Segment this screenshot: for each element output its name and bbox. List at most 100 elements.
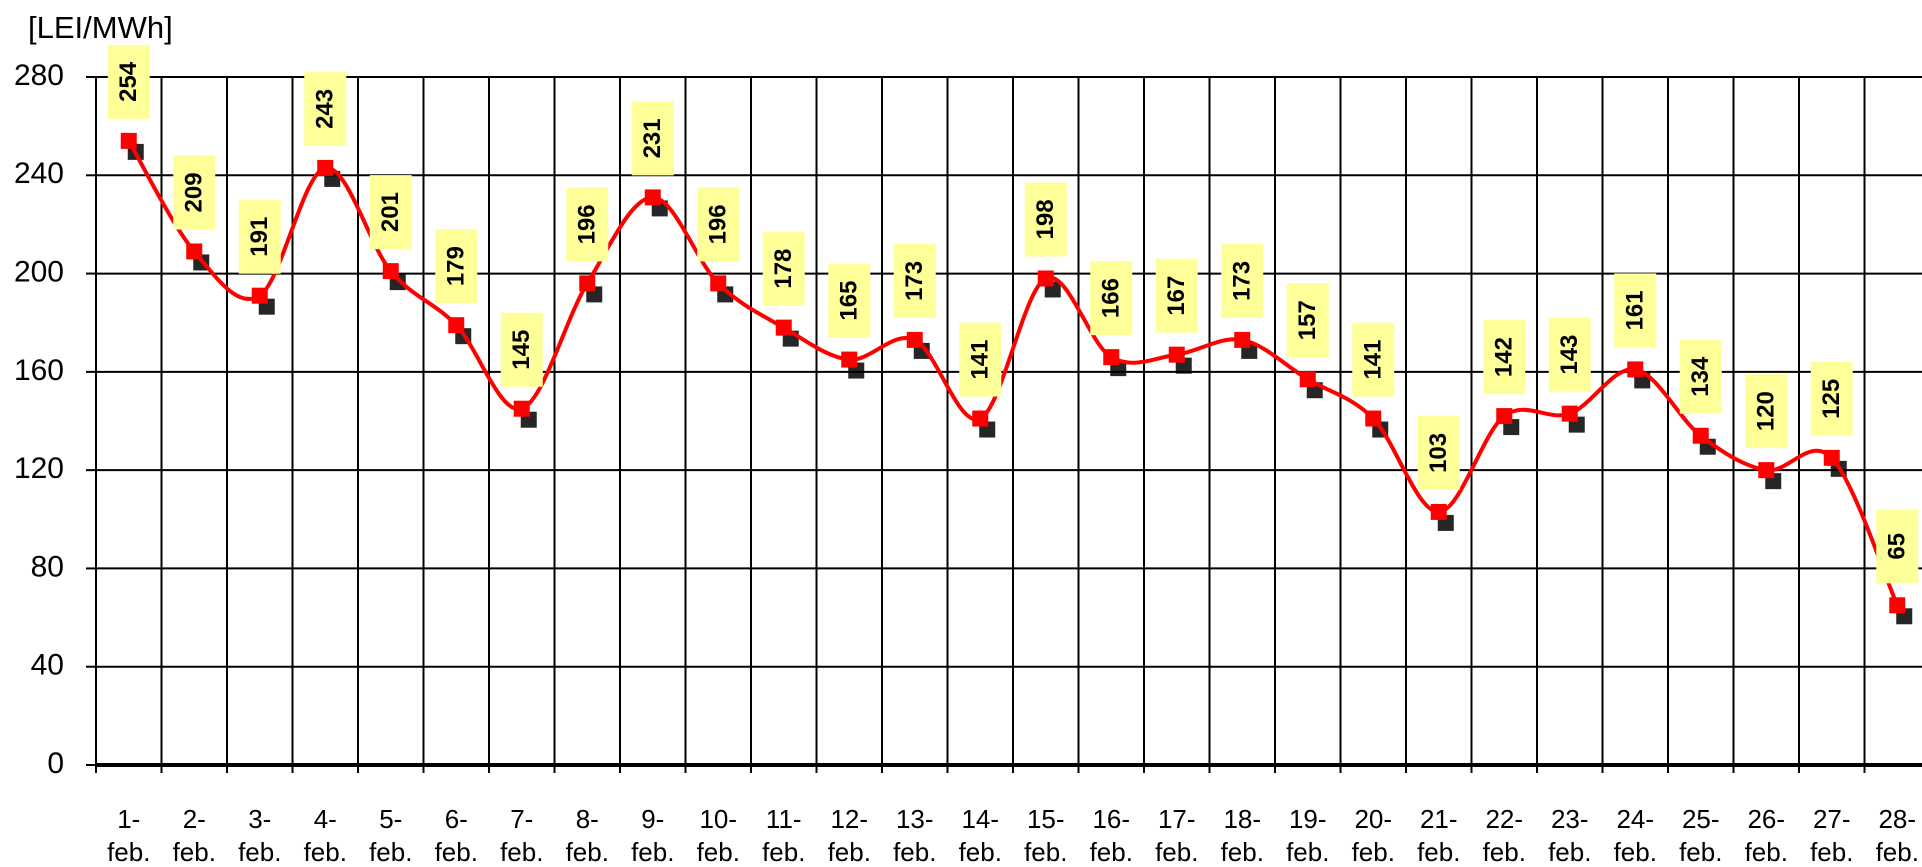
data-label: 143 — [1556, 335, 1583, 375]
marker — [1561, 405, 1578, 422]
data-label: 161 — [1622, 290, 1649, 330]
data-label: 178 — [770, 249, 797, 289]
y-tick-label: 160 — [14, 354, 64, 387]
data-label-box — [697, 187, 740, 262]
x-tick-label: 1-feb. — [107, 804, 150, 867]
marker — [972, 410, 989, 427]
line — [127, 139, 1900, 607]
data-label: 165 — [836, 281, 863, 321]
marker — [1168, 346, 1185, 363]
data-label: 191 — [246, 217, 273, 257]
data-label-box — [1286, 283, 1329, 358]
x-tick-label: 22-feb. — [1483, 804, 1526, 867]
data-label: 173 — [901, 261, 928, 301]
y-axis-label: [LEI/MWh] — [28, 10, 173, 45]
x-tick-label: 24-feb. — [1614, 804, 1657, 867]
x-tick-label: 23-feb. — [1548, 804, 1591, 867]
marker — [710, 275, 727, 292]
marker — [317, 159, 334, 176]
data-label-box — [1090, 261, 1133, 336]
data-label: 201 — [377, 192, 404, 232]
data-label: 198 — [1032, 199, 1059, 239]
data-label: 196 — [705, 204, 732, 244]
data-label: 231 — [639, 118, 666, 158]
data-label-box — [369, 175, 412, 250]
data-label-box — [1614, 273, 1657, 348]
marker — [1365, 410, 1382, 427]
marker — [1889, 597, 1906, 614]
data-label-box — [500, 312, 543, 387]
marker — [1627, 361, 1644, 378]
marker — [1234, 331, 1251, 348]
data-label-box — [762, 231, 805, 306]
marker — [906, 331, 923, 348]
x-tick-label: 6-feb. — [435, 804, 478, 867]
data-label: 103 — [1425, 433, 1452, 473]
marker — [1430, 503, 1447, 520]
data-label-box — [107, 44, 150, 119]
data-label-box — [1679, 339, 1722, 414]
data-label: 166 — [1098, 278, 1125, 318]
x-tick-label: 11-feb. — [762, 804, 805, 867]
x-tick-label: 12-feb. — [828, 804, 871, 867]
data-label-box — [1417, 415, 1460, 490]
marker — [1299, 371, 1316, 388]
data-label: 179 — [443, 246, 470, 286]
x-tick-label: 2-feb. — [173, 804, 216, 867]
data-label-box — [1155, 258, 1198, 333]
marker — [382, 263, 399, 280]
marker — [644, 189, 661, 206]
y-tick-label: 280 — [14, 59, 64, 92]
x-tick-label: 16-feb. — [1090, 804, 1133, 867]
x-tick-label: 8-feb. — [566, 804, 609, 867]
data-label: 209 — [181, 172, 208, 212]
marker — [841, 351, 858, 368]
data-label-box — [173, 155, 216, 230]
y-tick-label: 200 — [14, 255, 64, 288]
data-label: 157 — [1294, 300, 1321, 340]
data-label: 173 — [1229, 261, 1256, 301]
y-tick-label: 40 — [31, 649, 64, 682]
marker — [1823, 449, 1840, 466]
y-tick-label: 80 — [31, 550, 64, 583]
data-label-box — [1024, 182, 1067, 257]
marker — [1037, 270, 1054, 287]
marker — [1103, 349, 1120, 366]
x-tick-label: 27-feb. — [1810, 804, 1853, 867]
x-tick-label: 10-feb. — [697, 804, 740, 867]
marker — [1692, 427, 1709, 444]
data-label-box — [1548, 317, 1591, 392]
y-tick-label: 240 — [14, 157, 64, 190]
x-tick-label: 21-feb. — [1417, 804, 1460, 867]
x-tick-label: 20-feb. — [1352, 804, 1395, 867]
marker — [1496, 408, 1513, 425]
data-label: 120 — [1753, 391, 1780, 431]
y-tick-label: 120 — [14, 452, 64, 485]
x-tick-label: 25-feb. — [1679, 804, 1722, 867]
data-label: 134 — [1687, 356, 1714, 397]
data-label-box — [304, 71, 347, 146]
data-label: 142 — [1491, 337, 1518, 377]
data-label-box — [893, 243, 936, 318]
data-label-box — [1810, 361, 1853, 436]
marker — [579, 275, 596, 292]
x-tick-label: 28-feb. — [1876, 804, 1919, 867]
marker — [120, 132, 137, 149]
data-label-box — [435, 229, 478, 304]
data-label-box — [238, 199, 281, 274]
marker — [775, 319, 792, 336]
x-tick-label: 14-feb. — [959, 804, 1002, 867]
data-label: 167 — [1163, 276, 1190, 316]
data-label-box — [1745, 374, 1788, 449]
data-label: 141 — [967, 340, 994, 380]
data-label-box — [828, 263, 871, 338]
marker — [186, 243, 203, 260]
x-tick-label: 13-feb. — [893, 804, 936, 867]
x-tick-label: 5-feb. — [369, 804, 412, 867]
x-tick-label: 15-feb. — [1024, 804, 1067, 867]
marker — [513, 400, 530, 417]
data-label: 65 — [1884, 533, 1911, 560]
marker — [251, 287, 268, 304]
data-label-box — [1352, 322, 1395, 397]
